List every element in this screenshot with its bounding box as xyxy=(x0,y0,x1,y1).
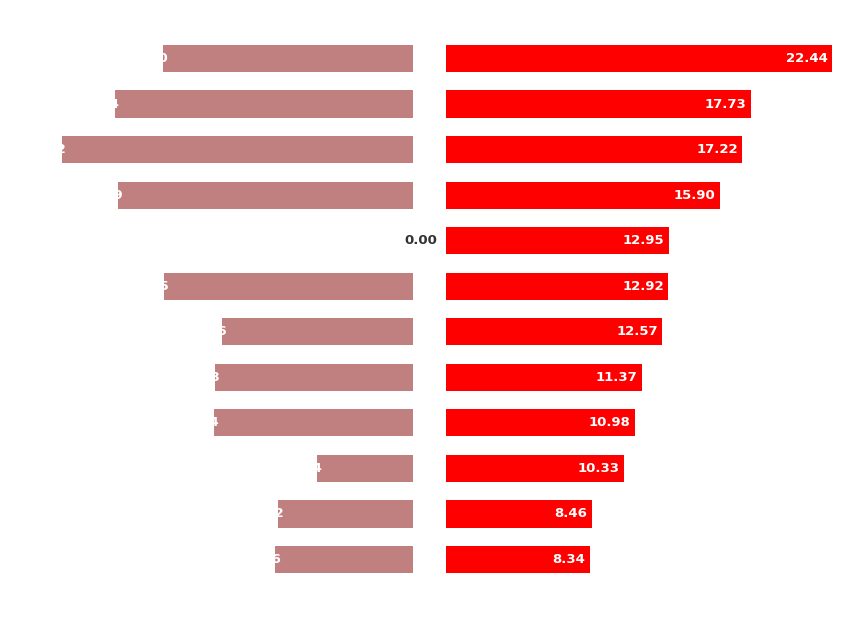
Text: 0.00: 0.00 xyxy=(405,234,437,247)
Text: 12.92: 12.92 xyxy=(623,280,664,293)
Text: 11.37: 11.37 xyxy=(595,371,637,384)
Text: 10.33: 10.33 xyxy=(577,462,619,475)
Text: 14.44: 14.44 xyxy=(78,98,120,111)
Text: 17.02: 17.02 xyxy=(25,143,67,156)
Bar xyxy=(222,318,413,345)
Text: 17.73: 17.73 xyxy=(705,98,746,111)
Bar xyxy=(164,273,413,300)
Bar xyxy=(115,90,413,118)
Bar xyxy=(446,500,592,528)
Text: 14.29: 14.29 xyxy=(82,188,123,201)
Bar xyxy=(276,546,413,573)
Text: 9.26: 9.26 xyxy=(194,325,227,338)
Bar xyxy=(62,136,413,163)
Text: 17.22: 17.22 xyxy=(697,143,738,156)
Bar xyxy=(446,409,635,436)
Text: 6.66: 6.66 xyxy=(247,553,281,566)
Bar xyxy=(446,182,720,209)
Text: 15.90: 15.90 xyxy=(673,188,716,201)
Text: 10.98: 10.98 xyxy=(588,417,631,430)
Bar xyxy=(214,409,413,436)
Bar xyxy=(215,363,413,391)
Text: 8.34: 8.34 xyxy=(552,553,585,566)
Bar xyxy=(118,182,413,209)
Text: 12.57: 12.57 xyxy=(617,325,658,338)
Text: 4.64: 4.64 xyxy=(289,462,322,475)
Bar xyxy=(446,363,642,391)
Bar xyxy=(446,455,624,482)
Bar xyxy=(446,227,669,255)
Bar xyxy=(278,500,413,528)
Text: 9.64: 9.64 xyxy=(186,417,219,430)
Bar xyxy=(446,318,662,345)
Text: 12.10: 12.10 xyxy=(126,52,168,65)
Bar xyxy=(446,546,589,573)
Bar xyxy=(163,45,413,72)
Text: 22.44: 22.44 xyxy=(786,52,828,65)
Text: 6.52: 6.52 xyxy=(251,507,283,520)
Text: 12.05: 12.05 xyxy=(128,280,169,293)
Text: 12.95: 12.95 xyxy=(623,234,665,247)
Bar xyxy=(446,136,742,163)
Bar xyxy=(446,90,751,118)
Bar xyxy=(317,455,413,482)
Bar xyxy=(446,273,668,300)
Bar xyxy=(446,45,832,72)
Text: 8.46: 8.46 xyxy=(554,507,588,520)
Text: 9.58: 9.58 xyxy=(188,371,220,384)
